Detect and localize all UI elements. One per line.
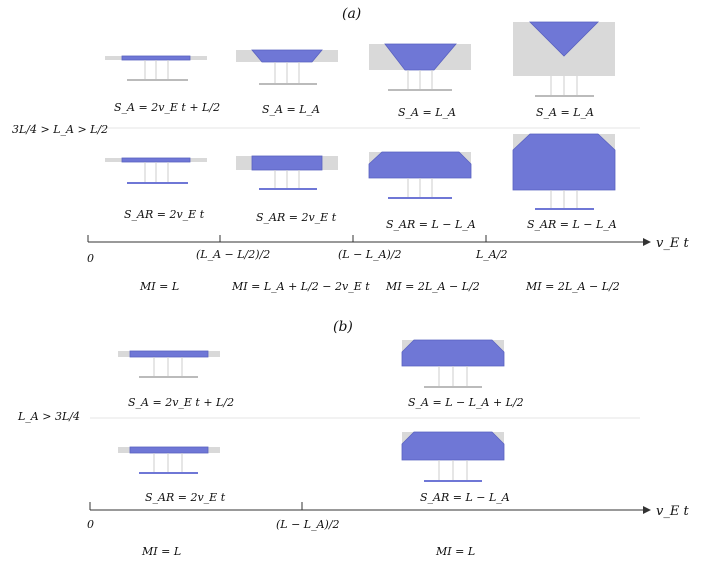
a-bottom-label-2: S_AR = 2v_E t [256,211,337,224]
schematic-a-bottom-2 [236,155,338,190]
b-axis-tick-1: (L − L_A)/2 [276,518,340,531]
b-mi-label-2: MI = L [436,545,476,558]
axis-b [89,502,651,514]
a-top-label-2: S_A = L_A [262,103,320,116]
schematic-a-bottom-4 [512,133,616,210]
schematic-a-bottom-3 [368,151,472,199]
a-mi-label-2: MI = L_A + L/2 − 2v_E t [232,280,370,293]
a-mi-label-1: MI = L [140,280,180,293]
schematic-a-top-3 [369,43,471,91]
panel-b-condition: L_A > 3L/4 [18,410,80,423]
b-bottom-label-1: S_AR = 2v_E t [145,491,226,504]
a-top-label-3: S_A = L_A [398,106,456,119]
a-top-label-1: S_A = 2v_E t + L/2 [114,101,221,114]
schematic-a-top-4 [513,21,615,97]
axis-a [87,235,651,246]
a-axis-tick-0: 0 [87,252,94,265]
a-bottom-label-1: S_AR = 2v_E t [124,208,205,221]
b-bottom-label-2: S_AR = L − L_A [420,491,510,504]
schematic-b-bottom-2 [401,431,505,482]
schematic-b-bottom-1 [118,446,220,474]
b-axis-label: v_E t [656,504,689,519]
a-axis-tick-3: L_A/2 [476,248,508,261]
a-bottom-label-3: S_AR = L − L_A [386,218,476,231]
a-axis-tick-2: (L − L_A)/2 [338,248,402,261]
a-mi-label-3: MI = 2L_A − L/2 [386,280,480,293]
b-top-label-1: S_A = 2v_E t + L/2 [128,396,235,409]
b-top-label-2: S_A = L − L_A + L/2 [408,396,524,409]
a-axis-tick-1: (L_A − L/2)/2 [196,248,271,261]
schematic-a-bottom-1 [105,157,207,184]
b-mi-label-1: MI = L [142,545,182,558]
schematic-b-top-2 [401,339,505,388]
panel-a-condition: 3L/4 > L_A > L/2 [12,123,109,136]
a-mi-label-4: MI = 2L_A − L/2 [526,280,620,293]
panel-b-title: (b) [333,319,353,335]
b-axis-tick-0: 0 [87,518,94,531]
panel-a-title: (a) [342,6,362,22]
a-axis-label: v_E t [656,236,689,251]
schematic-b-top-1 [118,350,220,378]
a-bottom-label-4: S_AR = L − L_A [527,218,617,231]
schematic-a-top-1 [105,55,207,81]
a-top-label-4: S_A = L_A [536,106,594,119]
schematic-a-top-2 [236,49,338,85]
